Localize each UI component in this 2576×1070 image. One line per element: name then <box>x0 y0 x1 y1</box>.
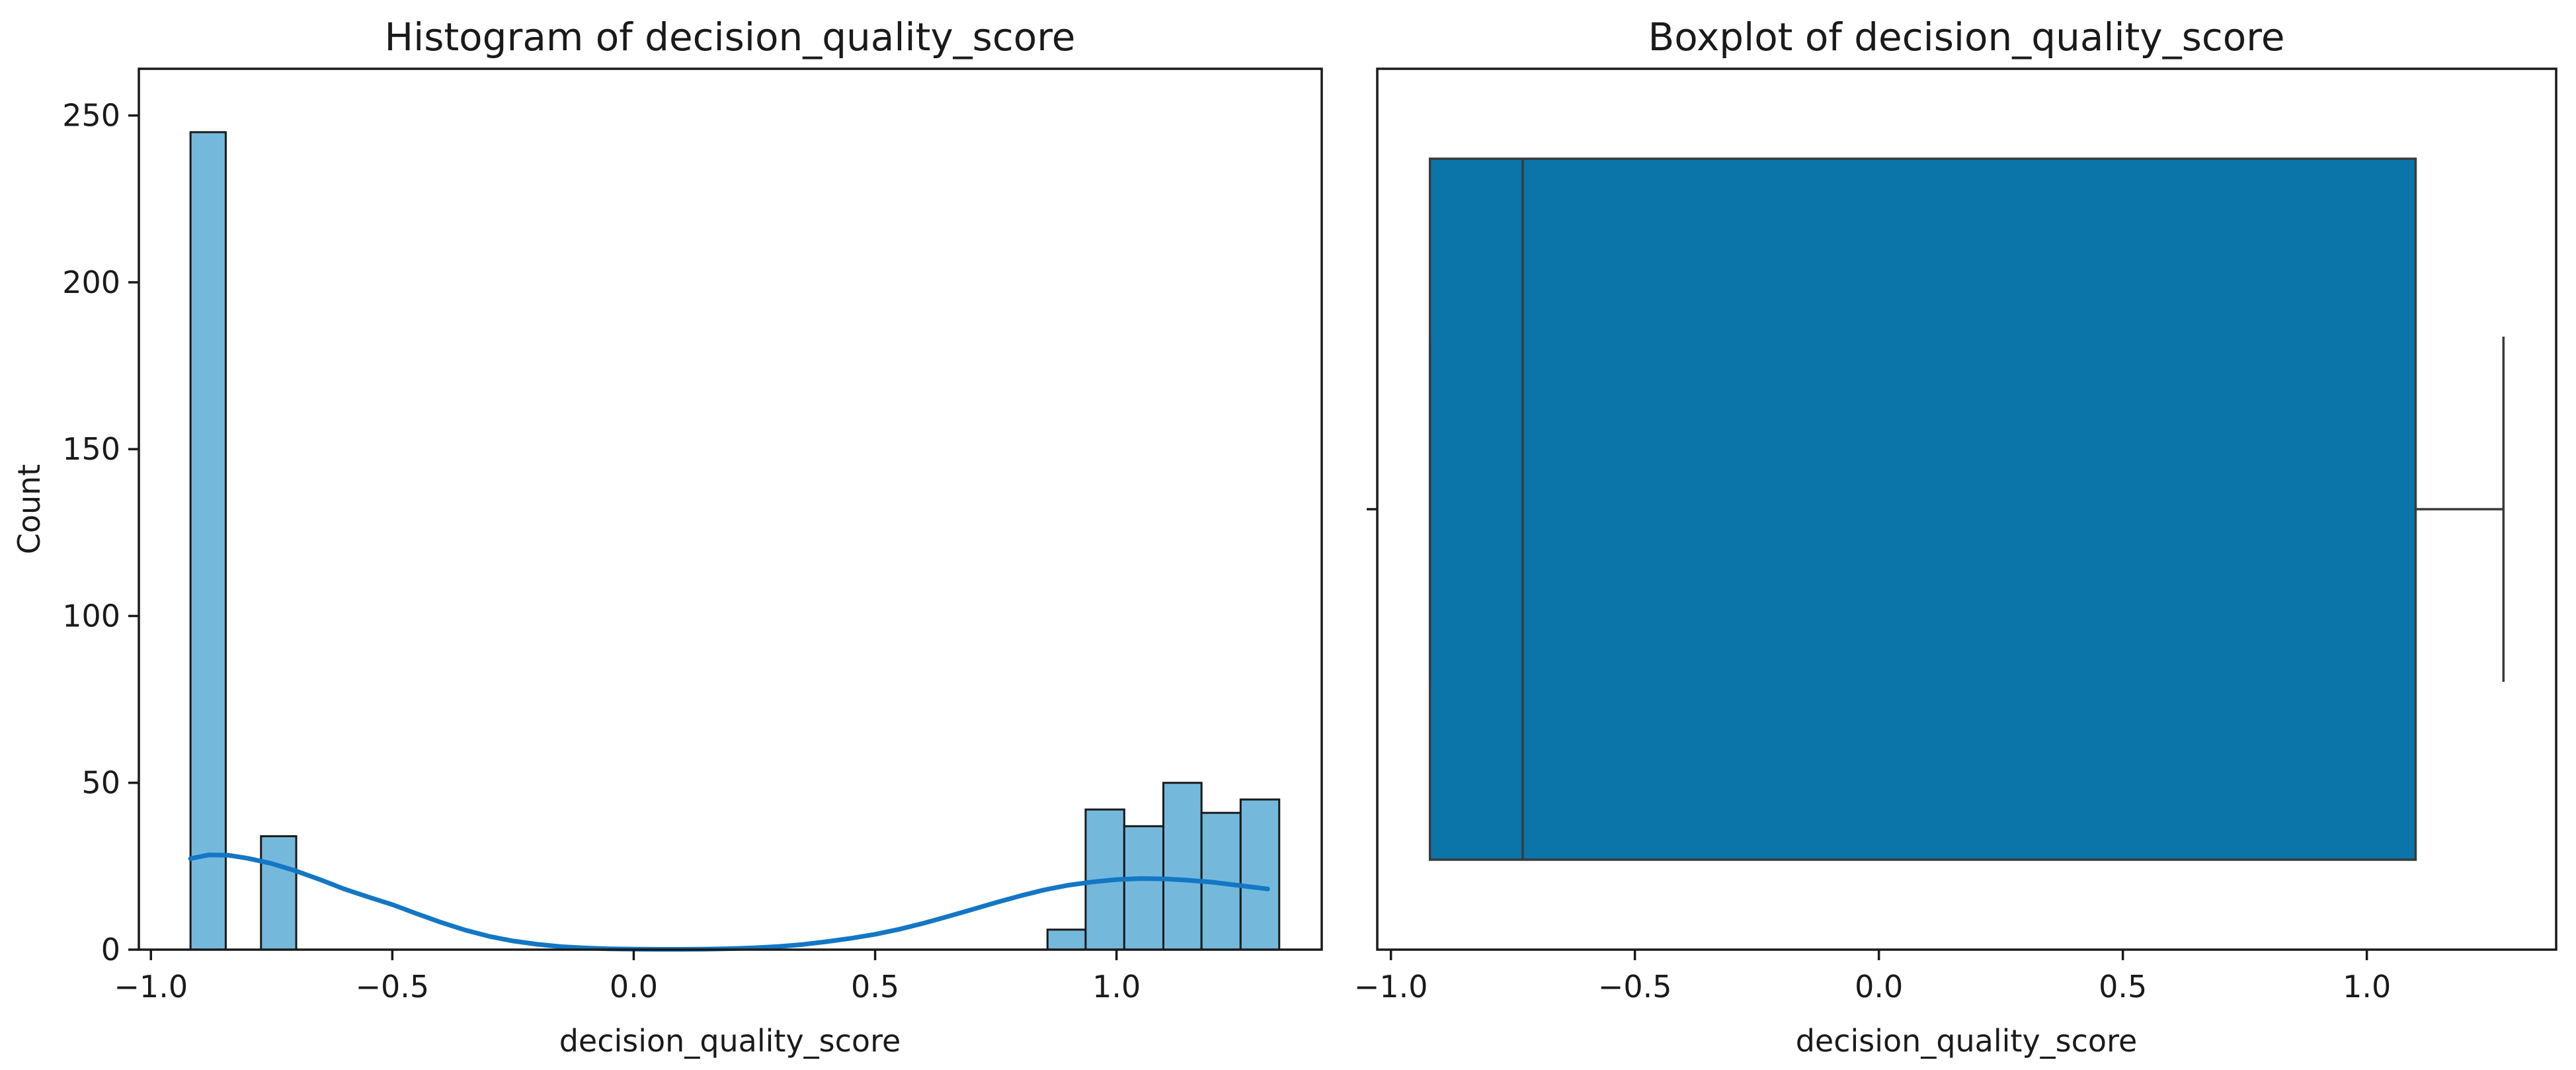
histogram-panel: −1.0 −0.5 0.0 0.5 1.0 0 50 100 150 200 250 Histogr… <box>11 15 1323 1059</box>
y-tick-label: 250 <box>62 98 120 134</box>
x-tick-label: 0.0 <box>1855 969 1903 1005</box>
boxplot-axes-content: −1.0 −0.5 0.0 0.5 1.0 <box>1354 67 2557 1005</box>
boxplot-title: Boxplot of decision_quality_score <box>1648 15 2284 60</box>
x-tick-label: −0.5 <box>356 969 430 1005</box>
histogram-xlabel: decision_quality_score <box>559 1023 901 1059</box>
histogram-bar <box>189 131 227 951</box>
boxplot-box <box>1428 157 2417 861</box>
x-tick-label: 1.0 <box>1092 969 1141 1005</box>
x-tick-label: −0.5 <box>1598 969 1672 1005</box>
boxplot-panel: −1.0 −0.5 0.0 0.5 1.0 Boxplot of decision_qu… <box>1354 15 2557 1059</box>
histogram-ylabel: Count <box>11 464 47 555</box>
histogram-bar <box>1162 782 1203 951</box>
y-tick-label: 50 <box>81 765 120 801</box>
histogram-bar <box>1046 928 1087 951</box>
x-tick-label: −1.0 <box>1354 969 1428 1005</box>
x-tick-label: 0.5 <box>2099 969 2147 1005</box>
histogram-title: Histogram of decision_quality_score <box>385 15 1076 60</box>
x-tick-label: 1.0 <box>2343 969 2391 1005</box>
y-tick-label: 150 <box>62 431 120 467</box>
x-tick-label: 0.5 <box>851 969 899 1005</box>
x-tick-label: 0.0 <box>610 969 658 1005</box>
axes-spines <box>138 67 1323 951</box>
histogram-axes-content: −1.0 −0.5 0.0 0.5 1.0 0 50 100 150 200 250 <box>62 67 1323 1005</box>
y-tick-label: 200 <box>62 265 120 300</box>
histogram-bar <box>1239 798 1281 951</box>
y-tick-label: 100 <box>62 598 120 634</box>
boxplot-xlabel: decision_quality_score <box>1796 1023 2138 1059</box>
y-tick-label: 0 <box>101 932 120 967</box>
x-tick-label: −1.0 <box>114 969 188 1005</box>
histogram-bar <box>260 835 298 951</box>
histogram-bar <box>1123 825 1164 951</box>
